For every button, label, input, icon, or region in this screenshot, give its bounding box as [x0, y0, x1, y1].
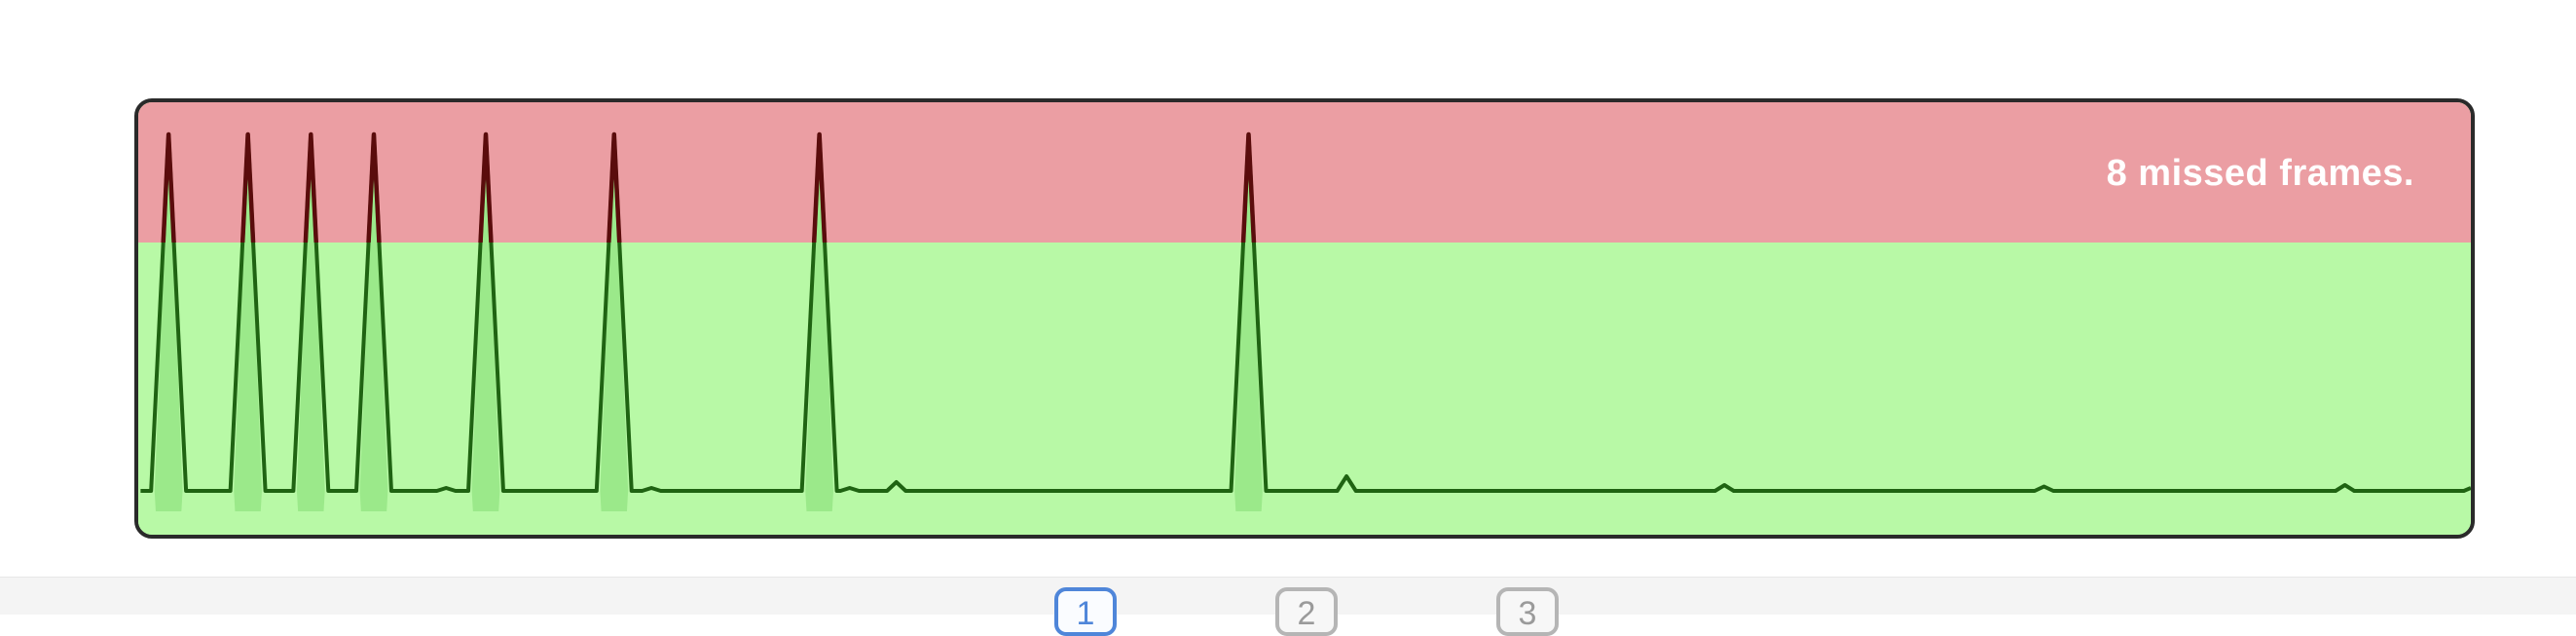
ok-frame-zone: [138, 243, 2471, 535]
spike-fill: [600, 134, 629, 511]
page-button-2[interactable]: 2: [1275, 587, 1338, 636]
spike-fill: [1234, 134, 1263, 511]
spike-fill: [471, 134, 500, 511]
spike-fill: [296, 134, 325, 511]
missed-frame-zone: [138, 102, 2471, 243]
spike-fill: [234, 134, 262, 511]
missed-frames-label: 8 missed frames.: [2106, 153, 2414, 194]
page-button-1[interactable]: 1: [1054, 587, 1117, 636]
spike-fill: [154, 134, 183, 511]
spike-fill: [359, 134, 388, 511]
spike-fill: [805, 134, 834, 511]
frame-time-plot: [138, 102, 2471, 535]
page-button-3[interactable]: 3: [1496, 587, 1559, 636]
frame-timeline-graph: 8 missed frames.: [134, 98, 2475, 539]
frame-time-line: [140, 132, 2471, 493]
